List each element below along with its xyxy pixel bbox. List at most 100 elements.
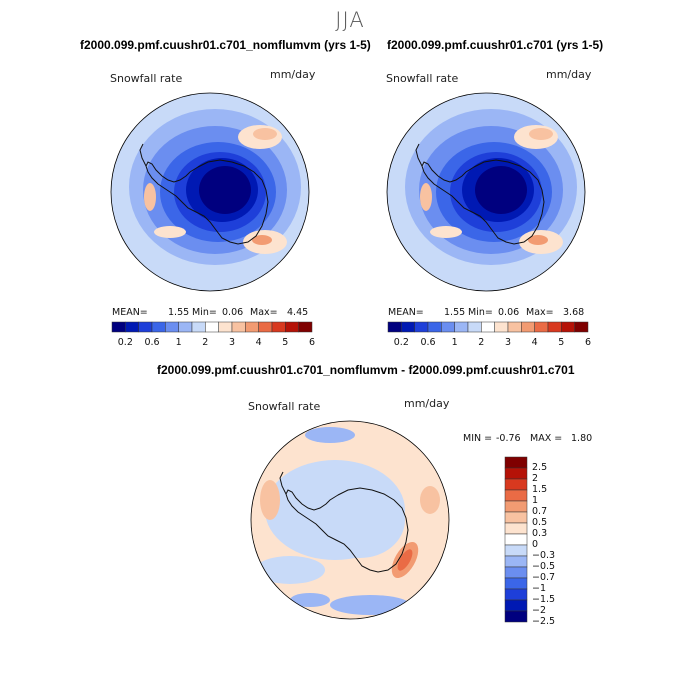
colorbar-swatch [111,321,126,333]
colorbar-tick-label: 2 [202,337,209,348]
contour-band [529,128,553,140]
colorbar-swatch [178,321,193,333]
colorbar-swatch [504,489,528,502]
colorbar-swatch [561,321,575,333]
panel1-max-label: Max= [250,307,278,318]
colorbar-swatch [454,321,469,333]
panel2-min-value: 0.06 [498,307,520,318]
colorbar-swatch [494,321,509,333]
colorbar-tick-label: 2.5 [532,462,548,473]
contour-band [252,235,272,245]
antarctica-coastline [421,159,545,245]
contour-band [475,166,527,214]
panel1-min-label: Min= [192,307,217,318]
antarctica-coastline [145,159,269,245]
colorbar-swatch [504,467,528,480]
colorbar-swatch [507,321,522,333]
panel1-polar-map [110,92,310,292]
panel3-min-label: MIN = [463,433,493,444]
colorbar-swatch [245,321,259,333]
contour-band [305,427,355,443]
colorbar-swatch [441,321,455,333]
colorbar-swatch [504,610,528,623]
panel1-min-value: 0.06 [222,307,244,318]
colorbar-tick-label: −0.5 [532,561,556,572]
colorbar-tick-label: −1.5 [532,594,556,605]
peninsula-coastline [139,143,147,167]
colorbar-tick-label: 3 [228,337,236,348]
colorbar-tick-label: 4 [255,337,262,348]
contour-band [397,549,413,571]
colorbar-swatch [191,321,206,333]
panel3-max-value: 1.80 [571,433,593,444]
contour-band [199,166,251,214]
contour-band [420,486,440,514]
contour-band [387,212,446,287]
colorbar-swatch [271,321,286,333]
colorbar-tick-label: 6 [584,337,592,348]
map-boundary [386,92,586,292]
colorbar-tick-label: 0.7 [532,506,548,517]
contour-band [260,480,280,520]
colorbar-swatch [504,500,528,513]
colorbar-tick-label: 1 [451,337,458,348]
colorbar-swatch [504,522,528,535]
colorbar-swatch [414,321,429,333]
colorbar-swatch [231,321,246,333]
colorbar-swatch [138,321,153,333]
colorbar-swatch [285,321,299,333]
panel3-colorbar [504,456,528,623]
colorbar-swatch [504,555,528,568]
colorbar-swatch [387,321,402,333]
panel1-units-label: mm/day [270,68,316,81]
colorbar-swatch [298,321,313,333]
panel1-colorbar [111,321,313,333]
colorbar-tick-label: 0.2 [393,337,409,348]
panel1-mean-label: MEAN= [112,307,148,318]
colorbar-tick-label: −0.3 [532,550,556,561]
colorbar-swatch [504,544,528,557]
contour-band [315,482,405,558]
contour-band [430,226,462,238]
colorbar-tick-label: 0.6 [420,337,436,348]
colorbar-swatch [504,456,528,469]
colorbar-tick-label: 2 [532,473,539,484]
panel3-units-label: mm/day [404,397,450,410]
panel3-polar-map [250,420,450,620]
colorbar-tick-label: 5 [558,337,565,348]
panel2-max-label: Max= [526,307,554,318]
colorbar-tick-label: −2 [532,605,547,616]
contour-band [253,128,277,140]
colorbar-tick-label: 0 [532,539,539,550]
colorbar-swatch [165,321,179,333]
colorbar-tick-label: 1 [532,495,539,506]
contour-band [528,235,548,245]
colorbar-tick-label: 5 [282,337,289,348]
colorbar-swatch [401,321,415,333]
panel2-colorbar [387,321,589,333]
peninsula-coastline [279,471,287,495]
panel2-title: f2000.099.pmf.cuushr01.c701 (yrs 1-5) [387,38,604,52]
colorbar-swatch [504,533,528,546]
colorbar-tick-label: 1 [175,337,182,348]
panel1-max-value: 4.45 [287,307,309,318]
contour-band [111,212,170,287]
contour-band [420,183,432,211]
colorbar-swatch [504,577,528,590]
colorbar-swatch [574,321,589,333]
colorbar-swatch [205,321,219,333]
colorbar-tick-label: 0.6 [144,337,160,348]
colorbar-swatch [547,321,562,333]
colorbar-swatch [218,321,233,333]
contour-band [330,595,410,615]
panel2-field-label: Snowfall rate [386,72,459,85]
panel2-units-label: mm/day [546,68,592,81]
colorbar-swatch [125,321,139,333]
colorbar-swatch [521,321,535,333]
colorbar-tick-label: −2.5 [532,616,556,627]
colorbar-tick-label: −1 [532,583,547,594]
panel2-mean-label: MEAN= [388,307,424,318]
panel2-mean-value: 1.55 [444,307,466,318]
panel1-field-label: Snowfall rate [110,72,183,85]
